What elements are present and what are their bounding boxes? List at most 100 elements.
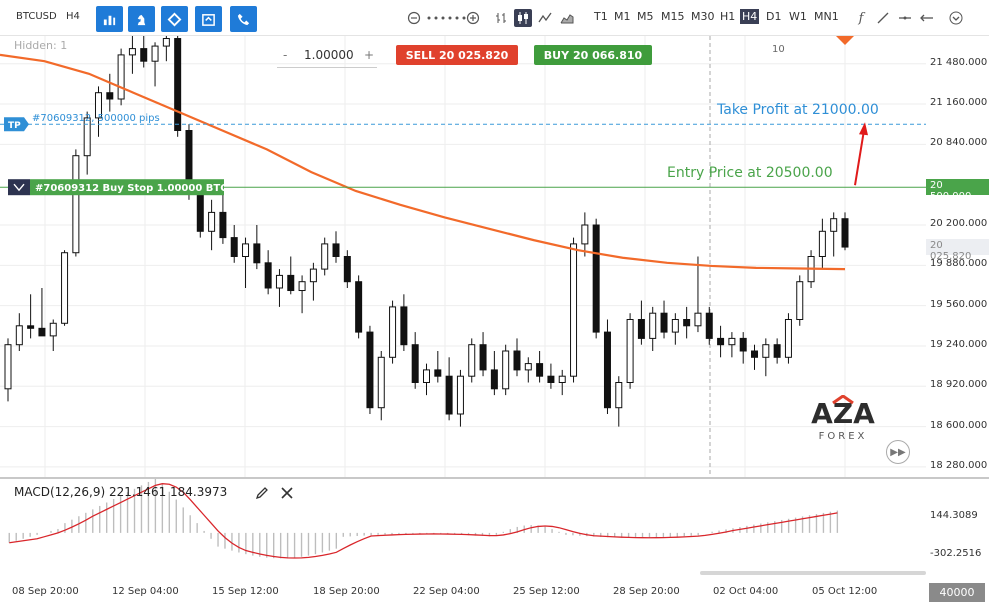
- candle: [513, 338, 521, 377]
- candle: [83, 111, 91, 175]
- arrow-left-right-icon[interactable]: [918, 9, 936, 27]
- current-price-axis-label: 20 025.820: [926, 238, 989, 262]
- candle: [275, 269, 283, 307]
- tp-badge-text: TP: [8, 121, 21, 131]
- logo-main-text: AZA: [811, 397, 875, 430]
- chevron-down-icon: [13, 183, 25, 192]
- time-tick: 18 Sep 20:00: [313, 586, 380, 597]
- templates-button[interactable]: [195, 6, 222, 32]
- zoom-out-icon[interactable]: [405, 9, 423, 27]
- trading-button[interactable]: [230, 6, 257, 32]
- edit-indicator-icon[interactable]: [254, 485, 270, 501]
- candle: [15, 313, 23, 351]
- candle: [649, 306, 657, 351]
- indicators-button[interactable]: [128, 6, 155, 32]
- price-tick: 18 920.000: [930, 379, 988, 391]
- price-tick: 19 560.000: [930, 298, 988, 310]
- candle: [219, 193, 227, 244]
- tp-badge: TP: [4, 117, 29, 132]
- price-chart[interactable]: TP #70609312, 500000 pips #70609312 Buy St…: [0, 36, 926, 477]
- zoom-value: 40000: [939, 586, 975, 599]
- macd-panel[interactable]: [0, 477, 926, 577]
- zoom-dots-icon: [426, 9, 466, 27]
- timeframe-mn1[interactable]: MN1: [814, 10, 839, 23]
- moving-average-line: [0, 53, 846, 271]
- draw-line-icon[interactable]: [874, 9, 892, 27]
- macd-tick: -302.2516: [930, 548, 982, 559]
- horizontal-scrollbar[interactable]: [700, 571, 926, 575]
- take-profit-annotation: Take Profit at 21000.00: [716, 102, 879, 118]
- candle: [309, 262, 317, 301]
- price-tick: 20 840.000: [930, 137, 988, 149]
- symbol-label[interactable]: BTCUSD: [16, 11, 57, 22]
- time-tick: 22 Sep 04:00: [413, 586, 480, 597]
- horizontal-line-icon[interactable]: [896, 9, 914, 27]
- candle: [389, 300, 397, 364]
- candle: [626, 313, 634, 389]
- timeframe-m1[interactable]: M1: [614, 10, 631, 23]
- tp-order-label: #70609312, 500000 pips: [32, 113, 160, 124]
- objects-button[interactable]: [161, 6, 188, 32]
- candle: [298, 275, 306, 314]
- time-tick: 08 Sep 20:00: [12, 586, 79, 597]
- zoom-level-badge[interactable]: 40000: [929, 583, 985, 602]
- quantity-value: 1.00000: [304, 48, 354, 62]
- candle: [592, 218, 600, 339]
- area-style-icon[interactable]: [558, 9, 576, 27]
- timeframe-h4[interactable]: H4: [740, 9, 760, 24]
- bar-chart-icon: [103, 15, 116, 25]
- scroll-to-end-icon[interactable]: ▶▶: [886, 440, 910, 464]
- quantity-input[interactable]: - 1.00000 +: [277, 46, 377, 68]
- price-tick: 19 240.000: [930, 338, 988, 350]
- candle: [94, 86, 102, 137]
- close-indicator-icon[interactable]: [279, 485, 295, 501]
- candle: [208, 199, 216, 251]
- time-tick: 25 Sep 12:00: [513, 586, 580, 597]
- entry-order-badge: [30, 179, 224, 196]
- candle: [287, 256, 295, 295]
- candle: [705, 306, 713, 345]
- candle: [162, 36, 170, 62]
- candle: [411, 332, 419, 389]
- timeframe-m5[interactable]: M5: [637, 10, 654, 23]
- timeframe-h1[interactable]: H1: [720, 10, 736, 23]
- timeframe-label[interactable]: H4: [66, 11, 80, 22]
- buy-price: 20 066.810: [572, 48, 643, 62]
- bar-style-icon[interactable]: [492, 9, 510, 27]
- candle: [841, 212, 849, 251]
- candle: [751, 344, 759, 370]
- candle: [547, 363, 555, 389]
- chevron-down-icon[interactable]: [947, 9, 965, 27]
- timeframe-m30[interactable]: M30: [691, 10, 715, 23]
- candle: [49, 319, 57, 351]
- candle: [694, 256, 702, 333]
- timeframe-d1[interactable]: D1: [766, 10, 782, 23]
- candle: [355, 275, 363, 339]
- sell-button[interactable]: SELL 20 025.820: [396, 45, 518, 65]
- arrow-up-icon: [854, 130, 865, 186]
- candle: [603, 319, 611, 414]
- candle: [637, 300, 645, 345]
- chart-type-button[interactable]: [96, 6, 123, 32]
- time-tick: 15 Sep 12:00: [212, 586, 279, 597]
- increase-qty-button[interactable]: +: [364, 48, 375, 62]
- buy-button[interactable]: BUY 20 066.810: [534, 45, 652, 65]
- timeframe-t1[interactable]: T1: [594, 10, 608, 23]
- candle: [242, 237, 250, 288]
- candle: [128, 36, 136, 74]
- candle: [434, 351, 442, 383]
- candle: [502, 344, 510, 396]
- candle: [796, 275, 804, 326]
- timeframe-m15[interactable]: M15: [661, 10, 685, 23]
- candle: [830, 212, 838, 257]
- timeframe-w1[interactable]: W1: [789, 10, 807, 23]
- line-style-icon[interactable]: [536, 9, 554, 27]
- zoom-in-icon[interactable]: [464, 9, 482, 27]
- candle: [140, 36, 148, 68]
- function-icon[interactable]: f: [858, 10, 864, 26]
- decrease-qty-button[interactable]: -: [283, 48, 288, 62]
- candlestick-style-icon[interactable]: [514, 9, 532, 27]
- candle: [400, 294, 408, 351]
- diamond-icon: [167, 12, 182, 26]
- phone-icon: [237, 13, 250, 25]
